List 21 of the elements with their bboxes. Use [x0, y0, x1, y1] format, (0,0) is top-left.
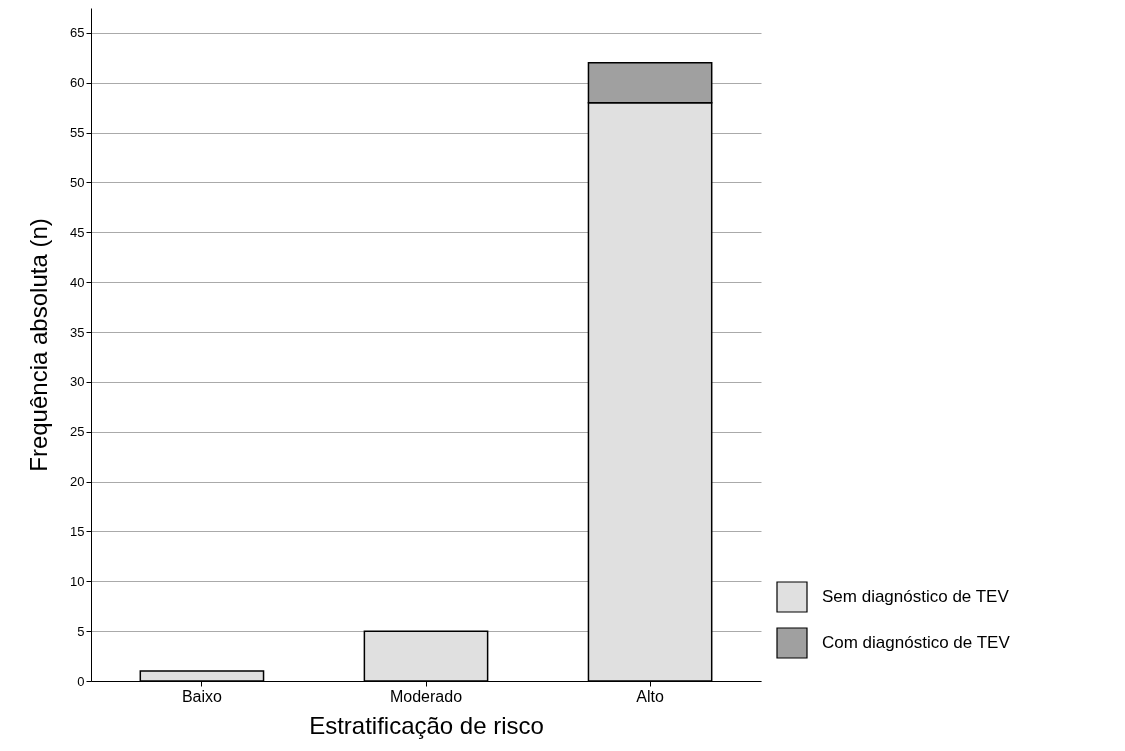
- x-tick-label: Baixo: [181, 687, 223, 705]
- x-tick-label: Alto: [636, 687, 664, 705]
- y-tick-label: 25: [70, 424, 85, 440]
- y-tick-label: 50: [70, 174, 85, 190]
- x-axis-title: Estratificação de risco: [309, 711, 544, 739]
- y-tick-label: 5: [77, 623, 85, 639]
- legend-label: Com diagnóstico de TEV: [822, 633, 1011, 652]
- y-tick-label: 0: [77, 673, 85, 689]
- y-axis-title: Frequência absoluta (n): [25, 218, 53, 472]
- y-tick-label: 45: [70, 224, 85, 240]
- y-tick-label: 30: [70, 374, 85, 390]
- y-tick-label: 10: [70, 573, 85, 589]
- y-tick-label: 20: [70, 474, 85, 490]
- y-tick-label: 65: [70, 25, 85, 41]
- y-tick-label: 60: [70, 75, 85, 91]
- y-tick-label: 40: [70, 274, 85, 290]
- legend-label: Sem diagnóstico de TEV: [822, 587, 1010, 606]
- x-tick-label: Moderado: [389, 687, 463, 705]
- y-tick-label: 15: [70, 523, 85, 539]
- y-tick-label: 35: [70, 324, 85, 340]
- y-tick-label: 55: [70, 125, 85, 141]
